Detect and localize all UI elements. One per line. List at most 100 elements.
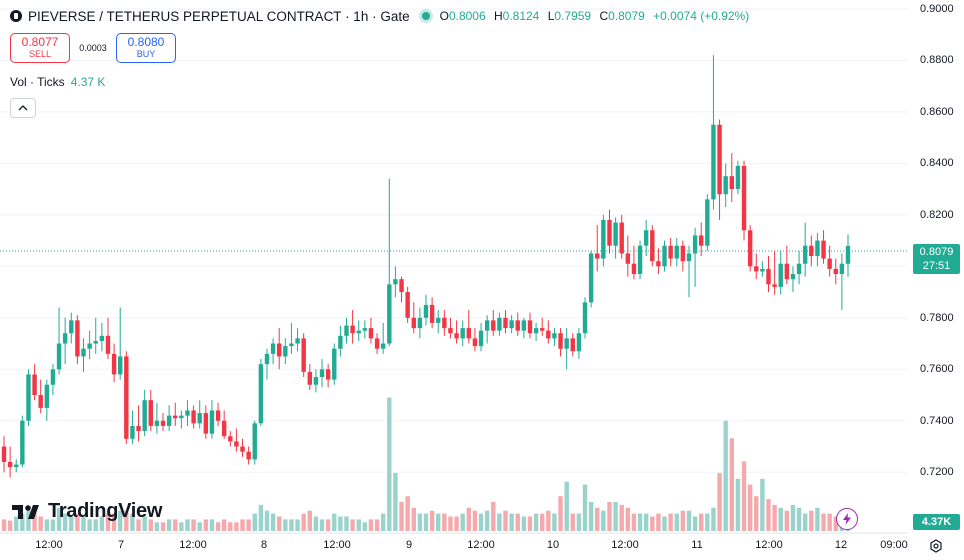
candle-body	[173, 415, 178, 419]
volume-bar	[692, 516, 698, 531]
volume-bar	[717, 473, 722, 531]
candle-body	[215, 410, 221, 421]
volume-bar	[540, 513, 545, 531]
volume-bar	[705, 513, 710, 531]
volume-bar	[44, 519, 50, 531]
volume-bar	[656, 513, 661, 531]
candle-body	[338, 335, 343, 349]
volume-bar	[772, 504, 777, 531]
collapse-legend-button[interactable]	[10, 98, 36, 118]
candle-body	[429, 304, 435, 323]
volume-bar	[154, 522, 160, 531]
candle-body	[845, 245, 851, 264]
volume-bar	[637, 513, 643, 531]
volume-bar	[650, 516, 655, 531]
volume-bar	[179, 522, 184, 531]
candle-body	[26, 374, 31, 421]
candle-body	[546, 330, 551, 339]
volume-bar	[38, 516, 43, 531]
time-tick-label: 12	[834, 539, 848, 551]
volume-bar	[26, 510, 31, 531]
time-tick-label: 12:00	[611, 539, 639, 551]
volume-bar	[662, 516, 667, 531]
candle-body	[454, 333, 459, 339]
volume-bar	[509, 513, 514, 531]
volume-bar	[264, 510, 270, 531]
candle-body	[111, 353, 117, 375]
volume-bar	[570, 513, 575, 531]
volume-bar	[20, 513, 25, 531]
candle-body	[325, 369, 331, 380]
lightning-icon[interactable]	[836, 508, 858, 530]
candle-body	[252, 423, 257, 460]
candle-body	[784, 263, 790, 280]
candle-body	[405, 292, 410, 318]
volume-bar	[62, 513, 68, 531]
candle-body	[75, 320, 80, 357]
candle-body	[228, 436, 233, 442]
volume-bar	[228, 522, 233, 531]
trade-buttons: 0.8077 SELL 0.0003 0.8080 BUY	[10, 33, 176, 63]
tradingview-logo[interactable]: TradingView	[12, 500, 162, 523]
time-tick-label: 9	[405, 539, 413, 551]
candle-body	[197, 413, 202, 424]
candle-body	[38, 395, 43, 408]
candle-body	[674, 245, 679, 259]
volume-bar	[118, 510, 123, 531]
price-tick-label: 0.8200	[920, 208, 954, 221]
candle-body	[374, 338, 380, 349]
candle-body	[833, 268, 838, 275]
volume-bar	[166, 519, 172, 531]
candle-body	[221, 420, 227, 437]
volume-bar	[234, 522, 239, 531]
candle-body	[680, 245, 686, 262]
candle-body	[160, 420, 166, 426]
candle-body	[497, 317, 502, 331]
candle-body	[527, 320, 533, 334]
volume-bar	[521, 516, 527, 531]
volume-bar	[747, 484, 753, 531]
candle-body	[796, 263, 802, 275]
price-tick-label: 0.7400	[920, 414, 954, 427]
candle-body	[552, 333, 557, 339]
volume-bar	[643, 513, 649, 531]
volume-bar	[258, 504, 264, 531]
candle-body	[747, 230, 753, 267]
volume-bar	[246, 519, 251, 531]
volume-bar	[515, 513, 520, 531]
price-tick-label: 0.7200	[920, 466, 954, 479]
candle-body	[576, 333, 582, 352]
candle-body	[185, 410, 190, 416]
candle-body	[234, 441, 239, 447]
volume-legend[interactable]: Vol · Ticks 4.37 K	[10, 75, 106, 89]
volume-bar	[7, 520, 13, 531]
symbol-title[interactable]: PIEVERSE / TETHERUS PERPETUAL CONTRACT ·…	[28, 8, 410, 24]
candle-body	[558, 333, 563, 349]
volume-bar	[209, 519, 215, 531]
time-tick-label: 11	[691, 539, 703, 551]
volume-bar	[124, 510, 129, 531]
volume-bar	[362, 522, 368, 531]
volume-bar	[99, 516, 105, 531]
volume-bar	[491, 502, 496, 531]
candle-body	[362, 328, 368, 331]
candle-body	[209, 410, 215, 434]
volume-bar	[160, 522, 166, 531]
spread-value: 0.0003	[79, 43, 107, 53]
volume-bar	[380, 513, 386, 531]
chevron-up-icon	[18, 105, 28, 111]
volume-bar	[815, 507, 820, 531]
sell-button[interactable]: 0.8077 SELL	[10, 33, 70, 63]
candle-body	[650, 230, 655, 262]
candle-body	[7, 461, 13, 468]
time-tick-label: 12:00	[35, 539, 63, 551]
candle-body	[466, 328, 472, 339]
candle-body	[356, 330, 361, 334]
volume-bar	[69, 516, 74, 531]
settings-icon[interactable]	[929, 539, 943, 553]
candle-body	[595, 253, 600, 259]
volume-bar	[613, 502, 618, 531]
buy-button[interactable]: 0.8080 BUY	[116, 33, 176, 63]
candle-body	[203, 413, 209, 434]
